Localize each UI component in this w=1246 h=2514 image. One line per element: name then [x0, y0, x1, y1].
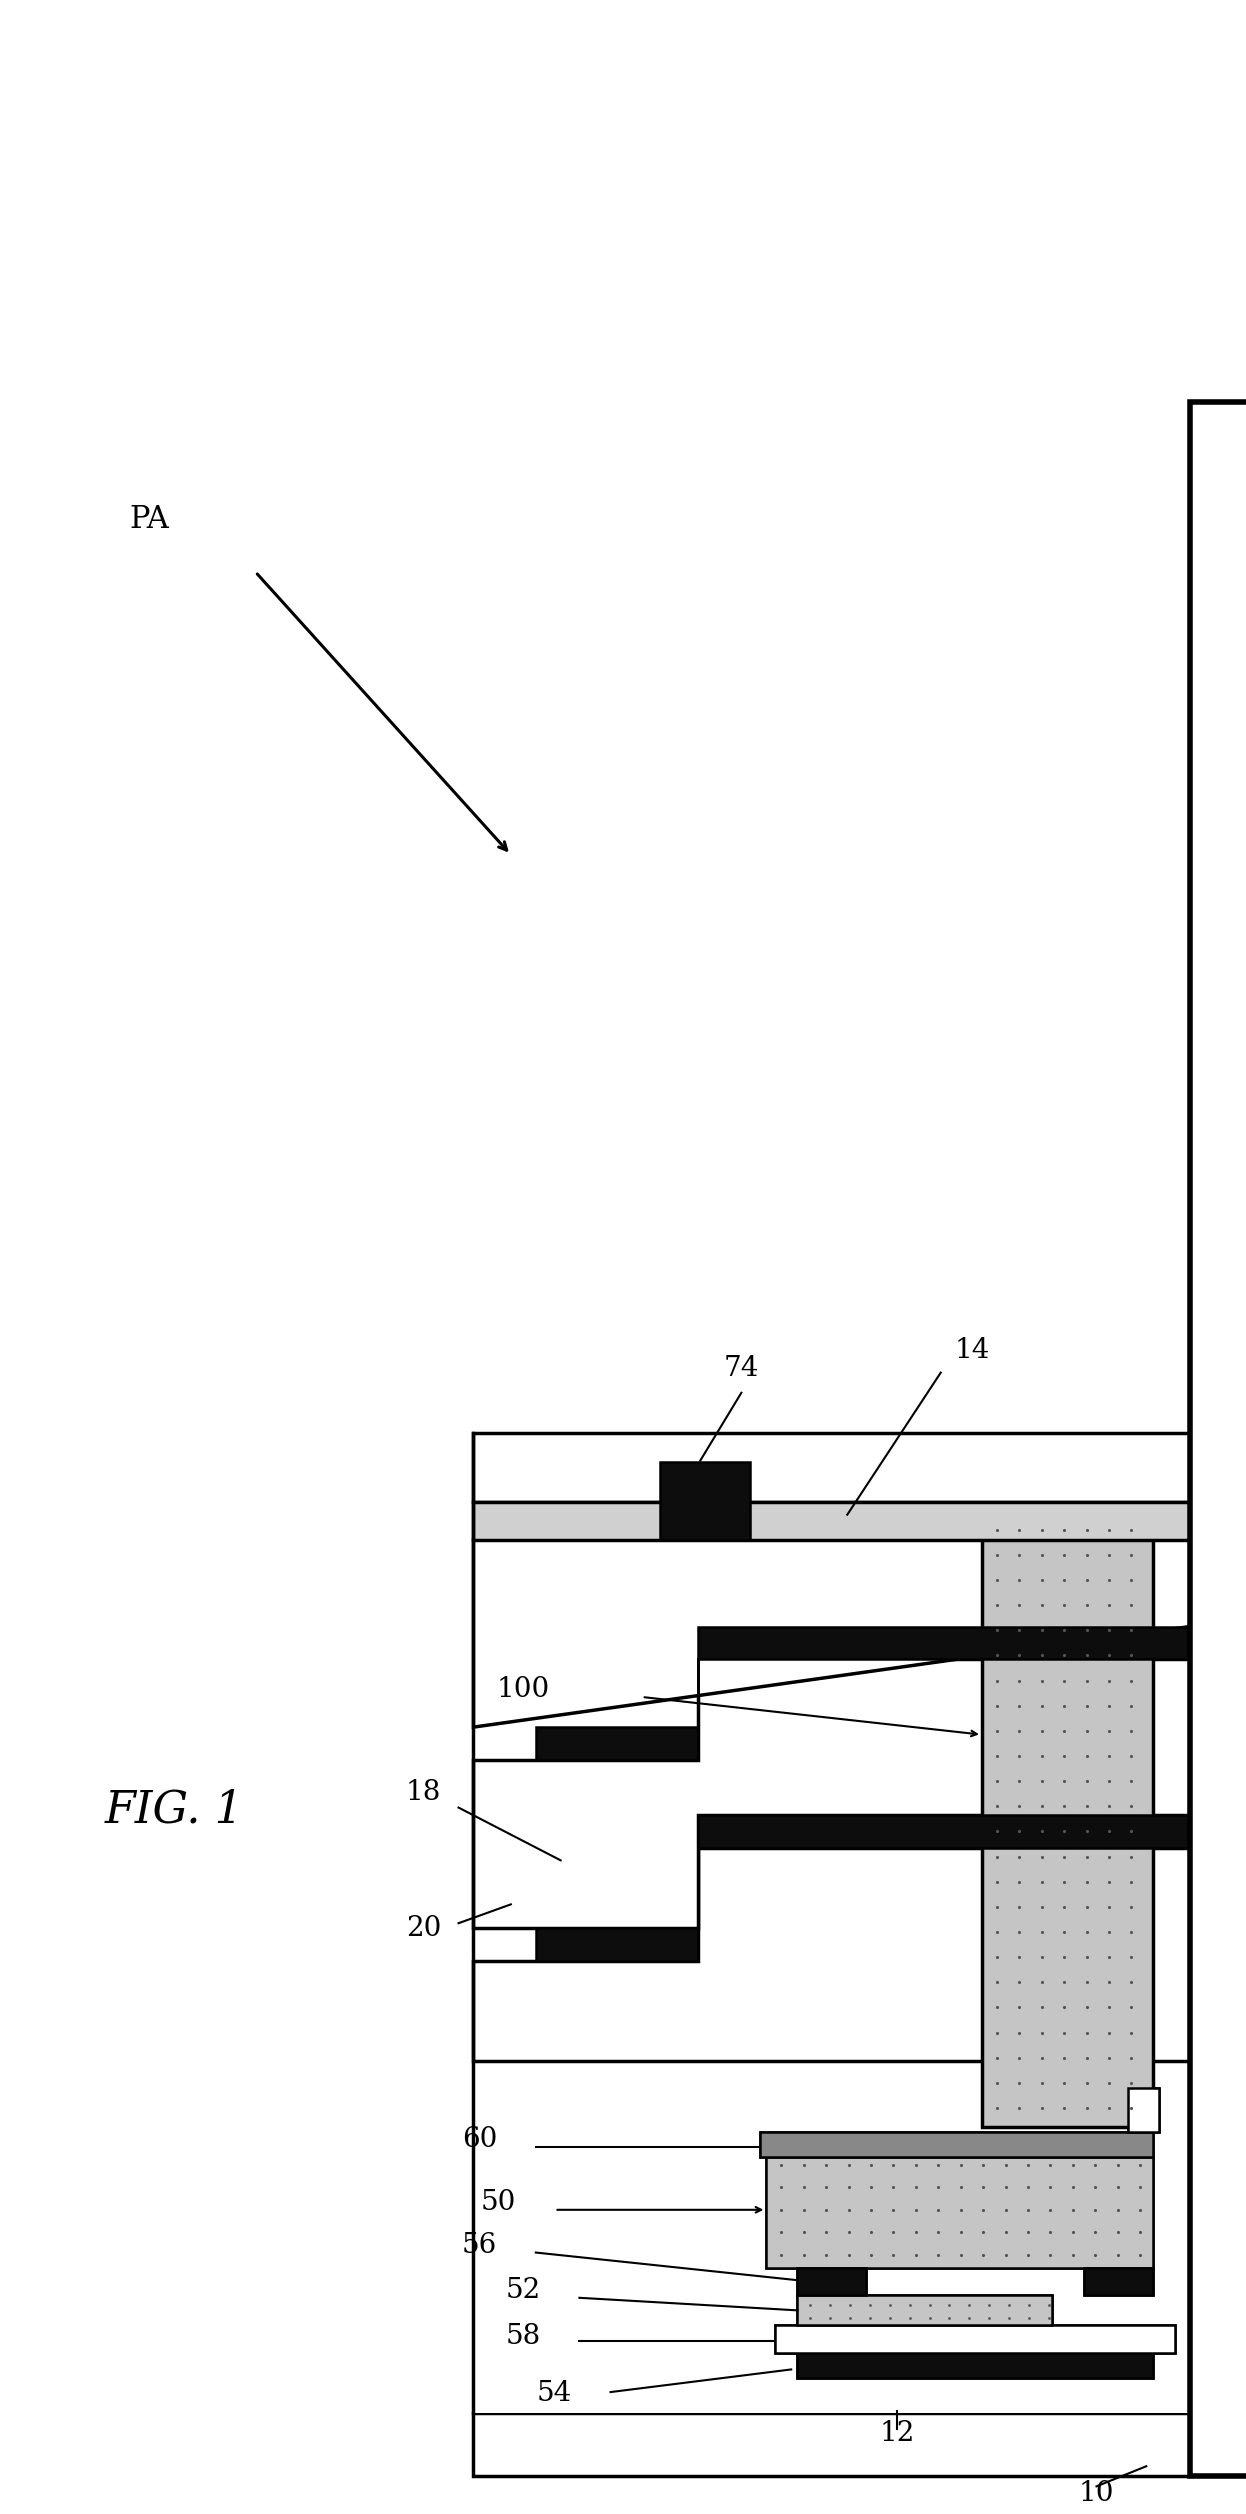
Bar: [473, 2378, 1190, 2413]
Text: FIG. 1: FIG. 1: [105, 1787, 244, 1833]
Bar: [760, 2132, 1153, 2157]
Bar: [766, 2157, 1153, 2268]
Text: 14: 14: [954, 1337, 989, 1363]
Bar: [660, 1463, 750, 1539]
Bar: [1190, 402, 1246, 2476]
Bar: [775, 2325, 1175, 2353]
Text: 20: 20: [406, 1916, 441, 1941]
Bar: [473, 2413, 1190, 2476]
Bar: [766, 2157, 1153, 2268]
Text: 18: 18: [406, 1780, 441, 1805]
Bar: [473, 1433, 1190, 1501]
Bar: [797, 2353, 1153, 2378]
Bar: [1128, 2087, 1159, 2132]
Text: 100: 100: [497, 1677, 549, 1702]
Text: 74: 74: [724, 1355, 759, 1383]
Text: 10: 10: [1079, 2481, 1114, 2506]
Bar: [1128, 2087, 1159, 2132]
Polygon shape: [473, 1539, 1190, 1727]
Polygon shape: [473, 1659, 1190, 1928]
Text: 58: 58: [506, 2323, 541, 2351]
Text: 52: 52: [506, 2278, 541, 2303]
Bar: [760, 2132, 1153, 2157]
Bar: [797, 2353, 1153, 2378]
Bar: [982, 1518, 1153, 2127]
Bar: [1084, 2268, 1153, 2295]
Bar: [473, 1501, 1190, 1539]
Bar: [797, 2295, 1052, 2325]
Bar: [797, 2268, 866, 2295]
Text: 12: 12: [880, 2421, 915, 2446]
Polygon shape: [536, 1815, 1190, 1961]
Text: 50: 50: [481, 2190, 516, 2215]
Bar: [775, 2325, 1175, 2353]
Text: 54: 54: [537, 2381, 572, 2406]
Polygon shape: [473, 1848, 1190, 2061]
Polygon shape: [536, 1627, 1190, 1760]
Bar: [797, 2295, 1052, 2325]
Text: 56: 56: [462, 2232, 497, 2258]
Text: PA: PA: [130, 503, 169, 535]
Text: 60: 60: [462, 2127, 497, 2152]
Bar: [1084, 2268, 1153, 2295]
Bar: [797, 2268, 866, 2295]
Polygon shape: [473, 2061, 1190, 2413]
